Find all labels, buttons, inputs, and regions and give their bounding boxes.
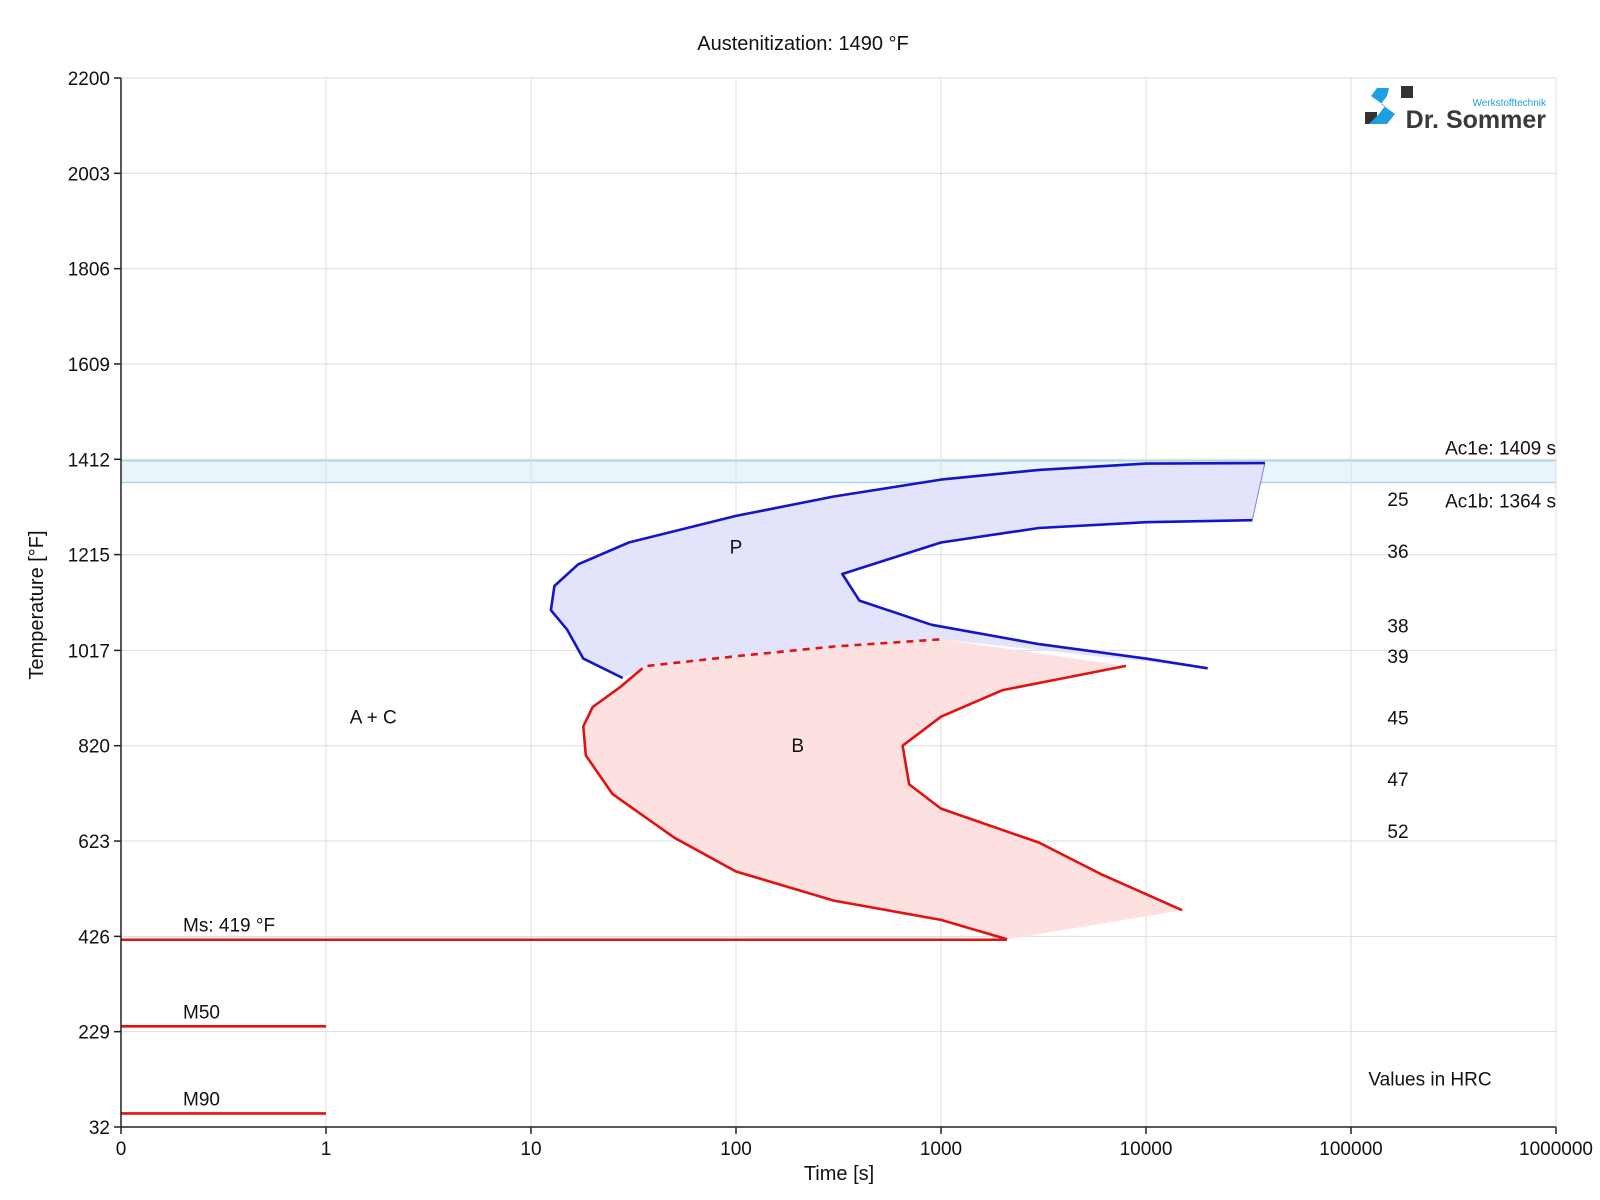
x-tick-label-7: 1000000 [1519,1139,1593,1160]
ac1b-label: Ac1b: 1364 s [1445,492,1556,513]
y-tick-label-4: 820 [78,737,110,758]
y-tick-label-11: 2200 [68,69,110,90]
x-tick-label-3: 100 [720,1139,752,1160]
region-label-2: A + C [350,708,397,729]
y-tick-label-1: 229 [78,1023,110,1044]
y-tick-label-10: 2003 [68,164,110,185]
ms-label-2: M90 [183,1089,220,1110]
x-tick-label-2: 10 [520,1139,541,1160]
pearlite-region-fill [550,463,1265,678]
dr-sommer-logo: Werkstofftechnik Dr. Sommer [1365,86,1547,134]
bainite-region-fill [583,639,1183,940]
pearlite-close-edge [1251,463,1266,521]
logo-square-dark-right [1401,86,1413,98]
hardness-value-2: 38 [1387,617,1408,638]
x-tick-label-1: 1 [321,1139,332,1160]
y-tick-label-2: 426 [78,927,110,948]
bainite-start-dashed-curve [647,638,942,668]
y-tick-label-0: 32 [89,1118,110,1139]
hardness-note: Values in HRC [1368,1070,1491,1091]
ms-label-0: Ms: 419 °F [183,916,275,937]
hardness-value-1: 36 [1387,542,1408,563]
label-layer: Ms: 419 °F M50 M90 0 1 10 100 1000 10000 100000 10… [68,69,1593,1160]
x-tick-label-0: 0 [116,1139,127,1160]
x-tick-label-5: 10000 [1120,1139,1173,1160]
bainite-start-curve [581,667,1008,941]
region-label-1: B [791,736,804,757]
bainite-finish-curve [901,664,1183,912]
curve-layer [121,461,1266,1115]
y-axis-title: Temperature [°F] [26,530,48,679]
hardness-value-5: 47 [1387,770,1408,791]
chart-title: Austenitization: 1490 °F [697,33,908,55]
ac-band-layer [121,459,1556,484]
logo-s-mark [1369,88,1395,124]
y-tick-label-5: 1017 [68,641,110,662]
ac-band [121,460,1556,483]
region-label-0: P [730,537,743,558]
ms-label-1: M50 [183,1002,220,1023]
x-tick-label-4: 1000 [920,1139,962,1160]
y-tick-label-6: 1215 [68,546,110,567]
hardness-value-0: 25 [1387,490,1408,511]
pearlite-finish-curve [840,518,1253,670]
region-fill-layer [550,463,1265,940]
x-axis-title: Time [s] [804,1163,874,1185]
logo-title: Dr. Sommer [1406,106,1547,134]
logo-subtitle: Werkstofftechnik [1472,98,1547,109]
pearlite-start-curve [549,461,1265,680]
y-tick-label-8: 1609 [68,355,110,376]
y-tick-label-9: 1806 [68,260,110,281]
y-tick-label-7: 1412 [68,450,110,471]
y-tick-label-3: 623 [78,832,110,853]
hardness-value-6: 52 [1387,822,1408,843]
hardness-value-4: 45 [1387,709,1408,730]
ac1e-label: Ac1e: 1409 s [1445,439,1556,460]
x-tick-label-6: 100000 [1319,1139,1382,1160]
axes-layer [114,77,1557,1134]
hardness-value-3: 39 [1387,647,1408,668]
